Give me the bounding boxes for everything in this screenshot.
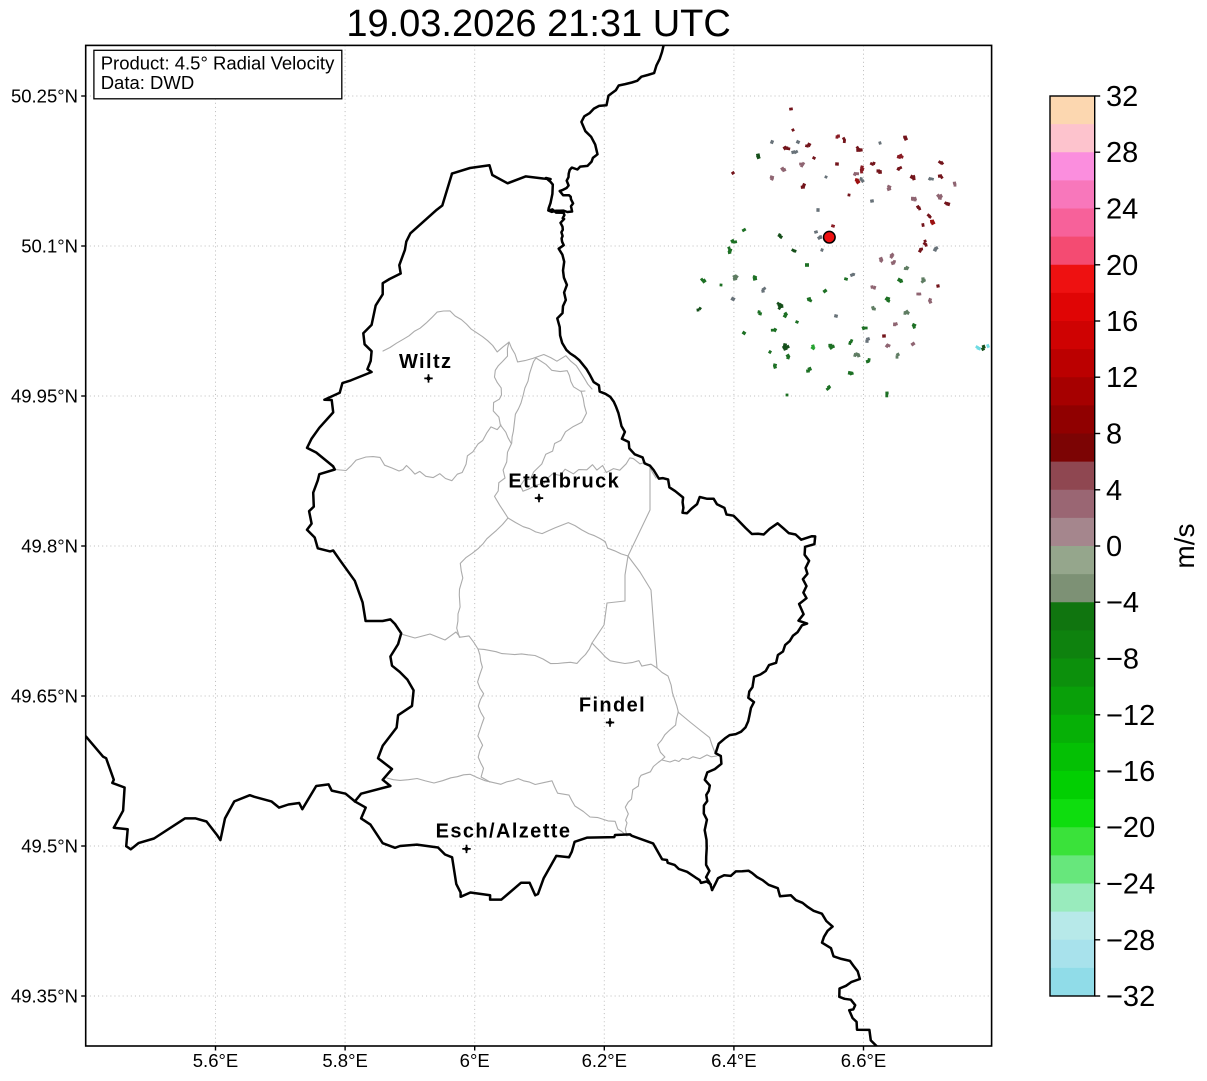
svg-text:20: 20 (1106, 250, 1138, 282)
svg-text:24: 24 (1106, 194, 1138, 226)
svg-text:−24: −24 (1106, 869, 1155, 901)
svg-text:12: 12 (1106, 362, 1138, 394)
svg-text:6°E: 6°E (460, 1050, 490, 1071)
svg-text:−8: −8 (1106, 644, 1139, 676)
svg-text:0: 0 (1106, 531, 1122, 563)
svg-text:5.6°E: 5.6°E (193, 1050, 238, 1071)
svg-text:5.8°E: 5.8°E (322, 1050, 367, 1071)
svg-text:32: 32 (1106, 81, 1138, 113)
svg-text:−4: −4 (1106, 587, 1139, 619)
svg-text:49.8°N: 49.8°N (21, 536, 78, 557)
svg-text:Wiltz: Wiltz (399, 351, 452, 373)
svg-text:16: 16 (1106, 306, 1138, 338)
svg-text:−12: −12 (1106, 700, 1155, 732)
svg-text:Ettelbruck: Ettelbruck (508, 471, 620, 493)
svg-text:m/s: m/s (1169, 523, 1200, 568)
svg-text:−16: −16 (1106, 756, 1155, 788)
svg-text:49.95°N: 49.95°N (11, 386, 78, 407)
svg-text:50.1°N: 50.1°N (21, 236, 78, 257)
svg-text:−32: −32 (1106, 981, 1155, 1013)
svg-text:6.4°E: 6.4°E (711, 1050, 756, 1071)
svg-text:49.65°N: 49.65°N (11, 686, 78, 707)
svg-text:8: 8 (1106, 419, 1122, 451)
svg-text:Product: 4.5° Radial Velocity: Product: 4.5° Radial Velocity (101, 53, 335, 74)
svg-text:6.6°E: 6.6°E (841, 1050, 886, 1071)
svg-text:Esch/Alzette: Esch/Alzette (436, 821, 572, 843)
svg-text:Findel: Findel (579, 695, 646, 717)
svg-text:Data: DWD: Data: DWD (101, 72, 195, 93)
svg-text:28: 28 (1106, 137, 1138, 169)
svg-text:50.25°N: 50.25°N (11, 86, 78, 107)
svg-text:19.03.2026 21:31 UTC: 19.03.2026 21:31 UTC (346, 3, 731, 45)
svg-text:−20: −20 (1106, 812, 1155, 844)
svg-text:49.35°N: 49.35°N (11, 986, 78, 1007)
svg-text:−28: −28 (1106, 925, 1155, 957)
svg-text:49.5°N: 49.5°N (21, 836, 78, 857)
svg-text:4: 4 (1106, 475, 1122, 507)
svg-text:6.2°E: 6.2°E (582, 1050, 627, 1071)
